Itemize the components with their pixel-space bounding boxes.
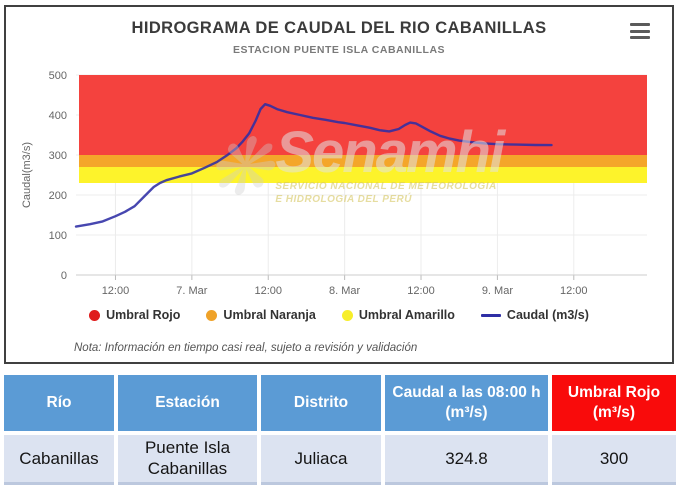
- chart-note: Nota: Información en tiempo casi real, s…: [74, 342, 418, 354]
- legend-label: Caudal (m3/s): [506, 308, 589, 322]
- table-cell-umbral-rojo: 300: [552, 435, 676, 485]
- legend-dot-icon: [206, 309, 218, 321]
- river-table: Río Estación Distrito Caudal a las 08:00…: [4, 375, 676, 485]
- legend-label: Umbral Rojo: [106, 308, 181, 322]
- legend-line-icon: [480, 313, 501, 317]
- y-tick-label: 200: [49, 190, 67, 202]
- table-cell-distrito: Juliaca: [261, 435, 381, 485]
- menu-bar: [630, 23, 650, 26]
- table-cell-estacion: Puente Isla Cabanillas: [118, 435, 257, 485]
- table-header-umbral-rojo: Umbral Rojo (m³/s): [552, 375, 676, 431]
- chart-title: HIDROGRAMA DE CAUDAL DEL RIO CABANILLAS: [131, 19, 547, 37]
- threshold-band: [79, 75, 647, 155]
- hydrograph-card: HIDROGRAMA DE CAUDAL DEL RIO CABANILLAS …: [4, 5, 674, 364]
- table-header-distrito: Distrito: [261, 375, 381, 431]
- threshold-band: [79, 155, 647, 167]
- x-tick-label: 12:00: [407, 285, 435, 297]
- y-tick-label: 500: [49, 70, 67, 82]
- table-header-rio: Río: [4, 375, 114, 431]
- legend-dot-icon: [341, 309, 353, 321]
- y-tick-label: 0: [61, 270, 67, 282]
- caudal-line: [74, 103, 553, 228]
- legend-item[interactable]: Caudal (m3/s): [480, 308, 589, 322]
- legend-dot-icon: [89, 309, 101, 321]
- x-tick-label: 12:00: [254, 285, 282, 297]
- chart-subtitle: ESTACION PUENTE ISLA CABANILLAS: [232, 44, 446, 56]
- x-tick-label: 9. Mar: [482, 285, 514, 297]
- hydrograph-plot: 0 100 200 300 400 500 12:00 7. Mar 12:00 8. Mar 12…: [21, 70, 647, 297]
- x-tick-label: 12:00: [560, 285, 588, 297]
- hamburger-menu-icon[interactable]: [630, 23, 650, 39]
- x-tick-label: 8. Mar: [329, 285, 361, 297]
- threshold-band: [79, 167, 647, 183]
- table-header-estacion: Estación: [118, 375, 257, 431]
- menu-bar: [630, 36, 650, 39]
- table-header-caudal: Caudal a las 08:00 h (m³/s): [385, 375, 548, 431]
- y-tick-label: 400: [49, 110, 67, 122]
- legend-item[interactable]: Umbral Rojo: [89, 308, 180, 322]
- y-tick-label: 300: [49, 150, 67, 162]
- table-cell-caudal: 324.8: [385, 435, 548, 485]
- legend-label: Umbral Amarillo: [358, 308, 455, 322]
- x-tick-label: 7. Mar: [176, 285, 208, 297]
- legend-item[interactable]: Umbral Naranja: [206, 308, 316, 322]
- table-cell-rio: Cabanillas: [4, 435, 114, 485]
- legend-label: Umbral Naranja: [223, 308, 316, 322]
- menu-bar: [630, 29, 650, 33]
- y-axis-title: Caudal(m3/s): [21, 142, 33, 208]
- x-tick-label: 12:00: [102, 285, 130, 297]
- y-tick-label: 100: [49, 230, 67, 242]
- legend-item[interactable]: Umbral Amarillo: [341, 308, 455, 322]
- chart-legend: Umbral Rojo Umbral Naranja Umbral Amarillo…: [6, 308, 672, 322]
